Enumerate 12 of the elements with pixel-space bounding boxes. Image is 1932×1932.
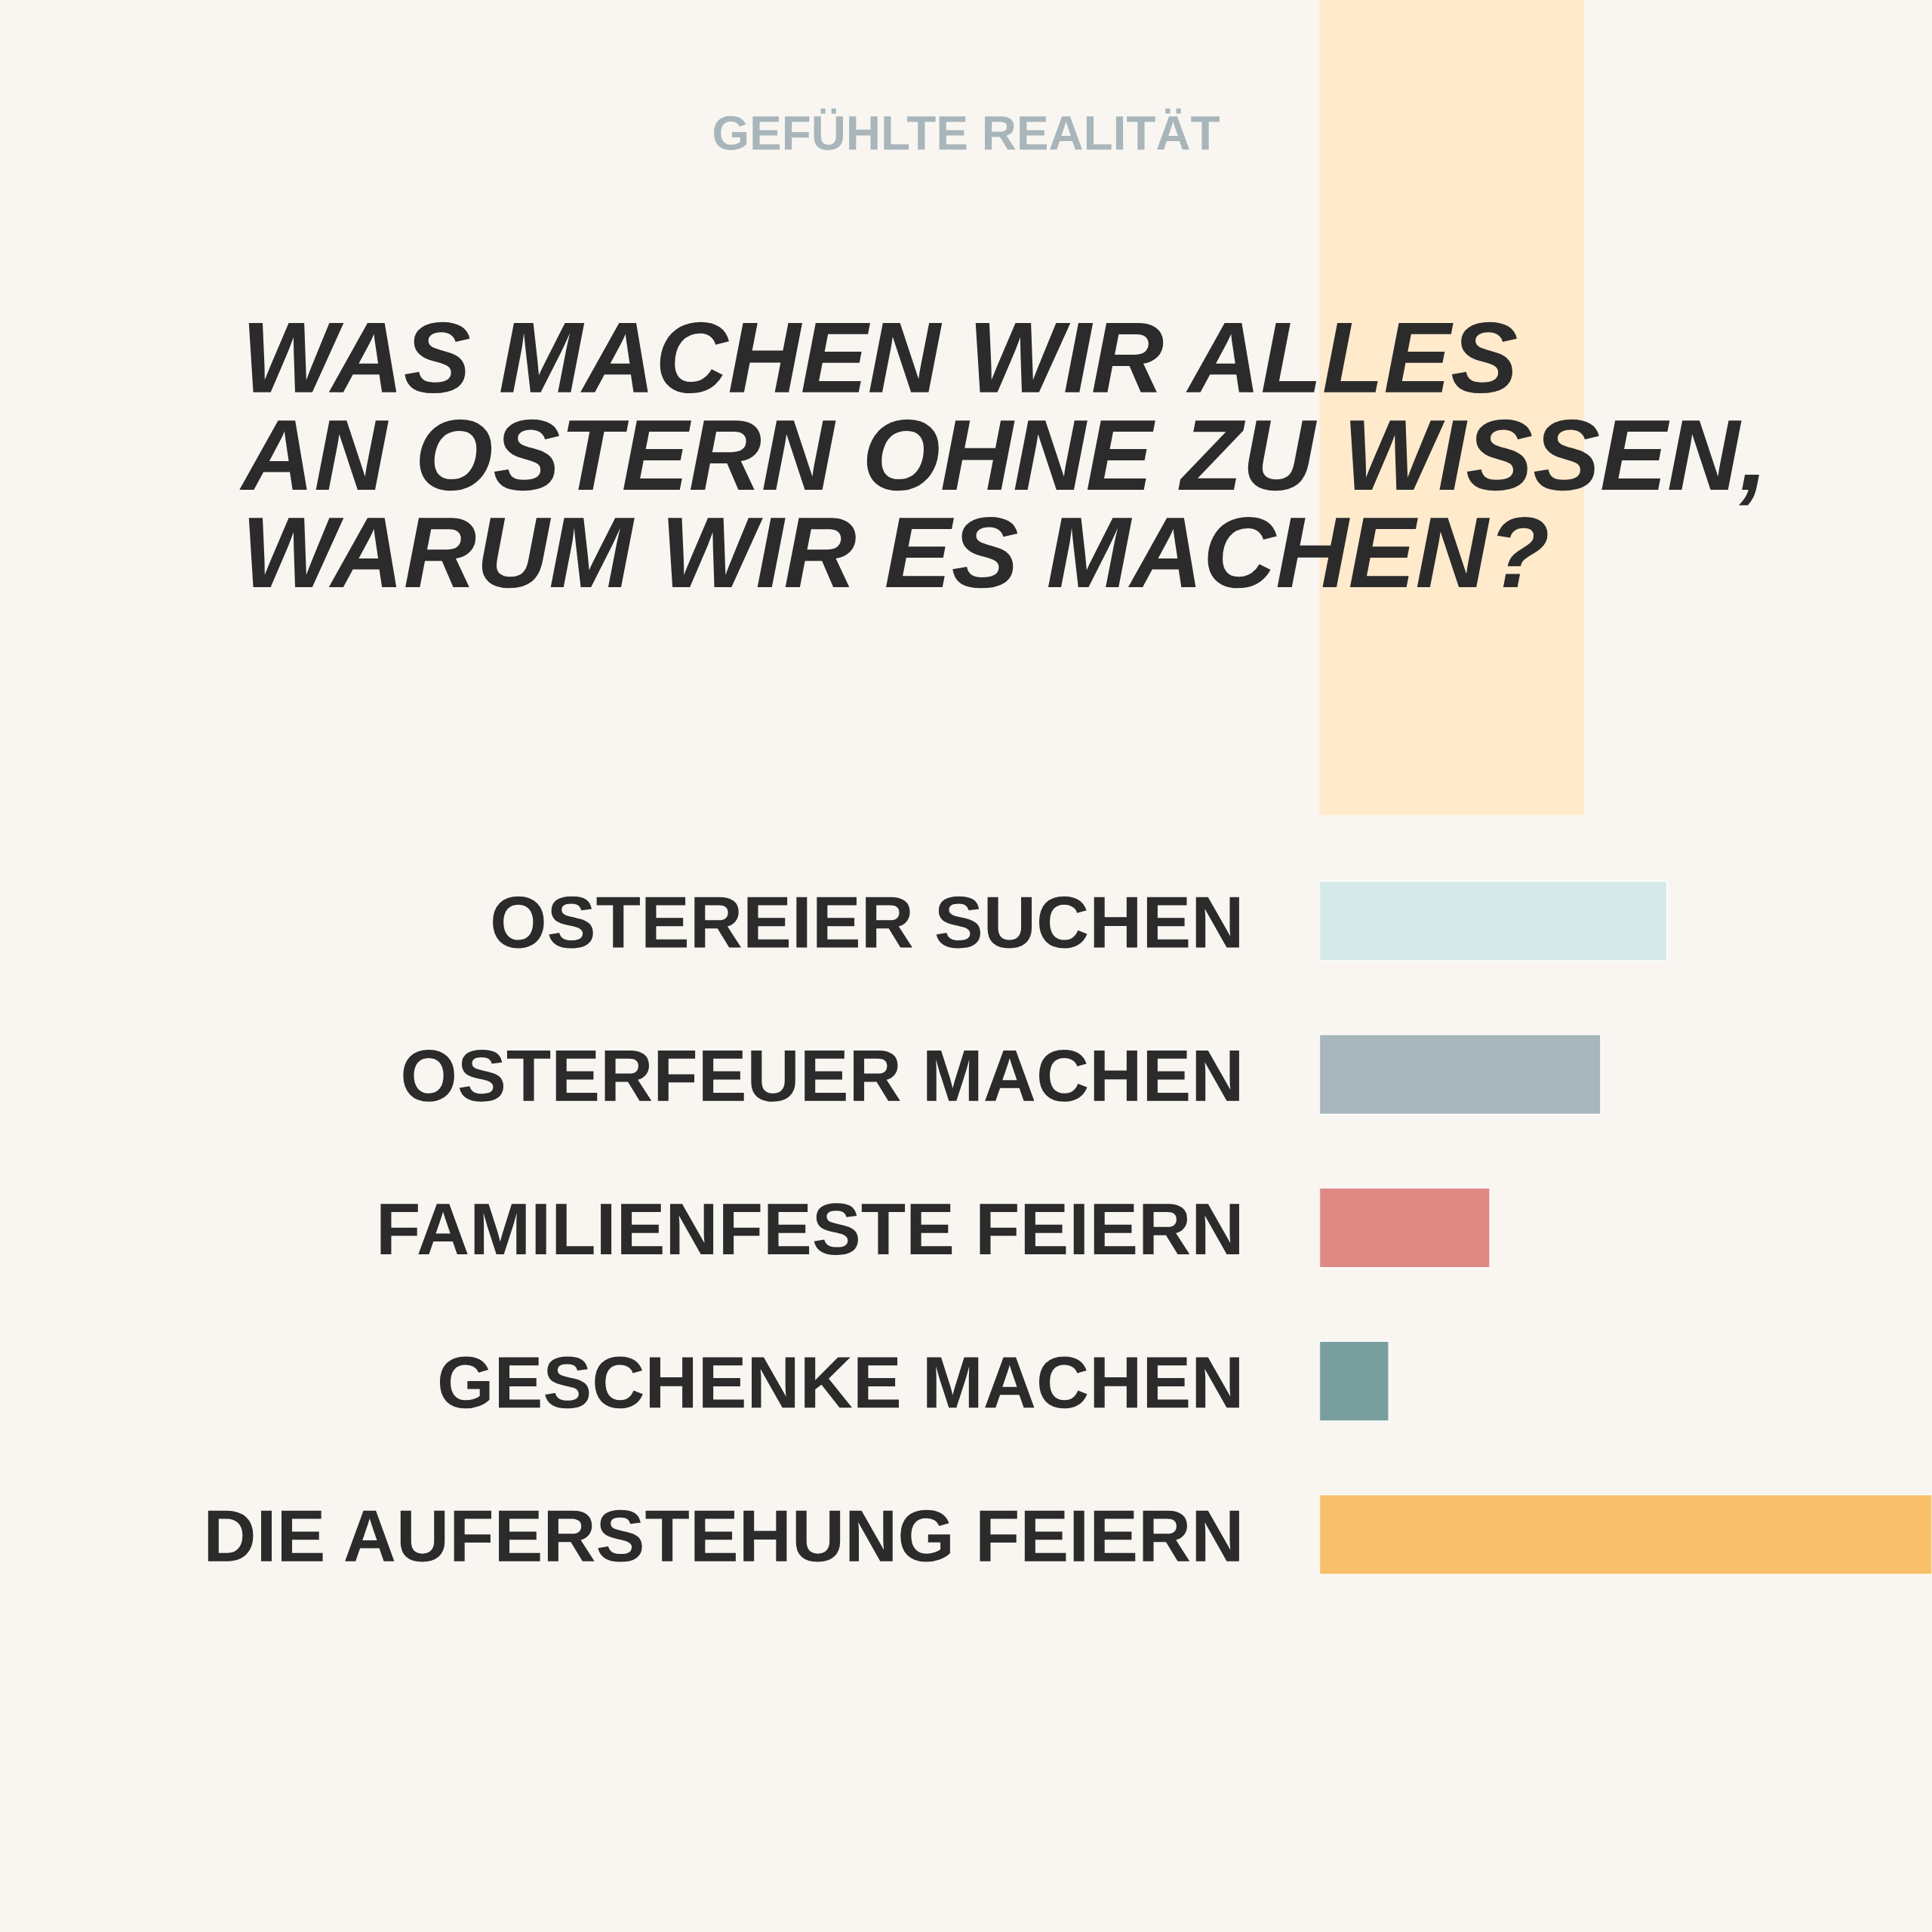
y-tick-label: FAMILIENFESTE FEIERN bbox=[380, 1203, 1239, 1256]
y-tick-label: OSTERFEUER MACHEN bbox=[403, 1049, 1239, 1102]
bar bbox=[1319, 1187, 1491, 1269]
bar bbox=[1319, 1034, 1601, 1115]
y-tick-label: GESCHENKE MACHEN bbox=[439, 1356, 1239, 1409]
bar bbox=[1319, 1494, 1932, 1575]
bar bbox=[1319, 880, 1668, 961]
chart-title: WAS MACHEN WIR ALLES AN OSTERN OHNE ZU WISSEN, WARUM WIR ES MACHEN? bbox=[239, 321, 1759, 589]
chart-subtitle: GEFÜHLTE REALITÄT bbox=[714, 108, 1220, 150]
y-tick-label: OSTEREIER SUCHEN bbox=[493, 896, 1239, 949]
y-tick-label: DIE AUFERSTEHUNG FEIERN bbox=[208, 1509, 1239, 1562]
bar bbox=[1319, 1340, 1389, 1422]
